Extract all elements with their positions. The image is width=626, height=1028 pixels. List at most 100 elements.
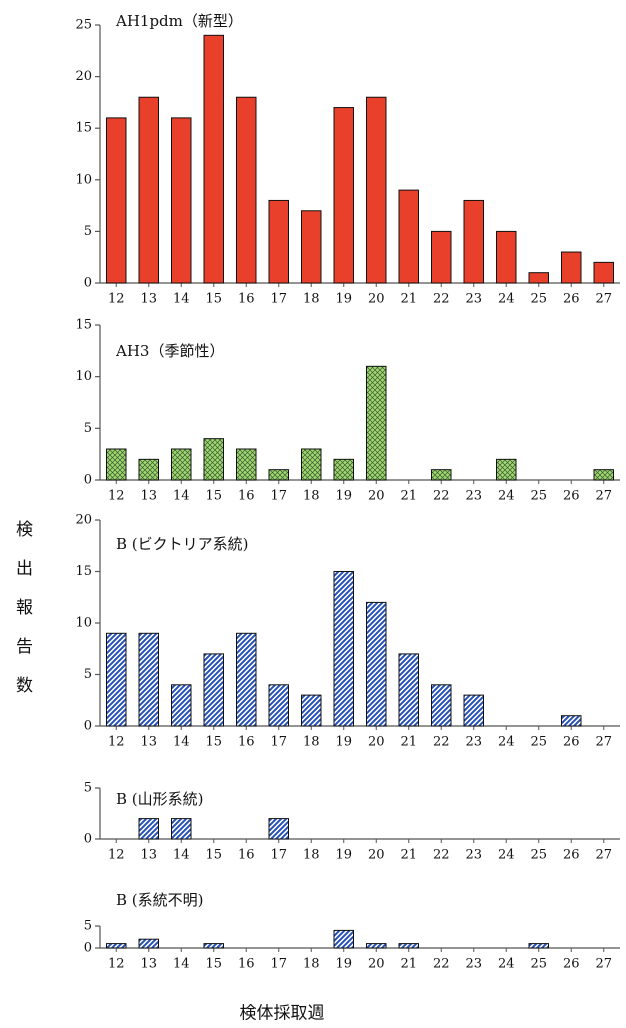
x-tick-label: 16 (238, 848, 255, 863)
x-tick-label: 19 (335, 735, 352, 750)
bar (561, 715, 582, 727)
x-tick-label: 18 (303, 489, 320, 504)
x-tick-label: 27 (595, 848, 612, 863)
x-tick-label: 13 (140, 957, 157, 972)
bar (366, 601, 387, 727)
x-tick-label: 20 (368, 489, 385, 504)
bar (203, 438, 224, 481)
bar (528, 943, 549, 949)
bar (366, 96, 387, 284)
x-tick-label: 17 (270, 735, 287, 750)
x-tick-label: 21 (400, 848, 417, 863)
x-tick-label: 13 (140, 848, 157, 863)
y-tick-label: 20 (75, 513, 92, 528)
y-tick-label: 5 (84, 919, 92, 934)
x-tick-label: 26 (563, 735, 580, 750)
y-tick-label: 25 (75, 18, 92, 33)
bar (236, 96, 257, 284)
x-tick-label: 15 (205, 489, 222, 504)
x-tick-label: 12 (108, 292, 125, 307)
x-tick-label: 27 (595, 489, 612, 504)
x-tick-label: 15 (205, 735, 222, 750)
y-tick-label: 0 (84, 276, 92, 291)
x-tick-label: 20 (368, 957, 385, 972)
bar (203, 34, 224, 284)
bar (301, 210, 322, 284)
x-tick-label: 13 (140, 489, 157, 504)
bar (138, 818, 159, 840)
x-tick-label: 22 (433, 292, 450, 307)
bar (171, 117, 192, 284)
y-tick-label: 5 (84, 421, 92, 436)
y-tick-label: 10 (75, 616, 92, 631)
y-tick-label: 15 (75, 318, 92, 333)
x-tick-label: 26 (563, 848, 580, 863)
x-tick-label: 16 (238, 292, 255, 307)
bar (106, 943, 127, 949)
bar (171, 448, 192, 481)
bar (431, 230, 452, 284)
x-tick-label: 21 (400, 292, 417, 307)
x-tick-label: 25 (530, 957, 547, 972)
x-tick-label: 14 (173, 848, 190, 863)
x-tick-label: 24 (498, 292, 515, 307)
y-tick-label: 0 (84, 941, 92, 956)
x-tick-label: 23 (465, 489, 482, 504)
bar (138, 632, 159, 727)
bar (398, 653, 419, 727)
panel-title: B (系統不明) (116, 891, 204, 909)
bar (561, 251, 582, 284)
x-tick-label: 23 (465, 848, 482, 863)
y-tick-label: 0 (84, 719, 92, 734)
x-tick-label: 12 (108, 957, 125, 972)
x-tick-label: 12 (108, 489, 125, 504)
x-tick-label: 12 (108, 848, 125, 863)
bar (463, 199, 484, 284)
x-tick-label: 15 (205, 292, 222, 307)
bar (593, 469, 614, 481)
x-tick-label: 27 (595, 735, 612, 750)
bar (496, 458, 517, 481)
panel-title: AH3（季節性） (115, 342, 224, 360)
bar (366, 943, 387, 949)
x-tick-label: 18 (303, 848, 320, 863)
x-tick-label: 19 (335, 489, 352, 504)
x-tick-label: 14 (173, 489, 190, 504)
x-tick-label: 21 (400, 735, 417, 750)
x-tick-label: 17 (270, 957, 287, 972)
bar (203, 653, 224, 727)
x-tick-label: 22 (433, 489, 450, 504)
x-tick-label: 19 (335, 957, 352, 972)
bar (528, 272, 549, 284)
bar (236, 448, 257, 481)
y-tick-label: 10 (75, 172, 92, 187)
x-tick-label: 16 (238, 735, 255, 750)
bar (268, 199, 289, 284)
x-tick-label: 20 (368, 848, 385, 863)
bar (431, 469, 452, 481)
x-tick-label: 19 (335, 848, 352, 863)
x-tick-label: 17 (270, 292, 287, 307)
bar (236, 632, 257, 727)
x-tick-label: 16 (238, 489, 255, 504)
bar (593, 261, 614, 284)
x-tick-label: 25 (530, 489, 547, 504)
x-tick-label: 23 (465, 957, 482, 972)
y-tick-label: 15 (75, 121, 92, 136)
x-tick-label: 19 (335, 292, 352, 307)
bar (431, 684, 452, 727)
x-tick-label: 21 (400, 489, 417, 504)
bar (496, 230, 517, 284)
y-tick-label: 10 (75, 369, 92, 384)
bar (301, 694, 322, 727)
x-tick-label: 26 (563, 292, 580, 307)
y-tick-label: 5 (84, 781, 92, 796)
x-tick-label: 24 (498, 848, 515, 863)
bar (333, 458, 354, 481)
y-tick-label: 15 (75, 564, 92, 579)
x-tick-label: 24 (498, 489, 515, 504)
bar (138, 938, 159, 949)
x-tick-label: 20 (368, 735, 385, 750)
bar (106, 448, 127, 481)
bar (171, 818, 192, 840)
